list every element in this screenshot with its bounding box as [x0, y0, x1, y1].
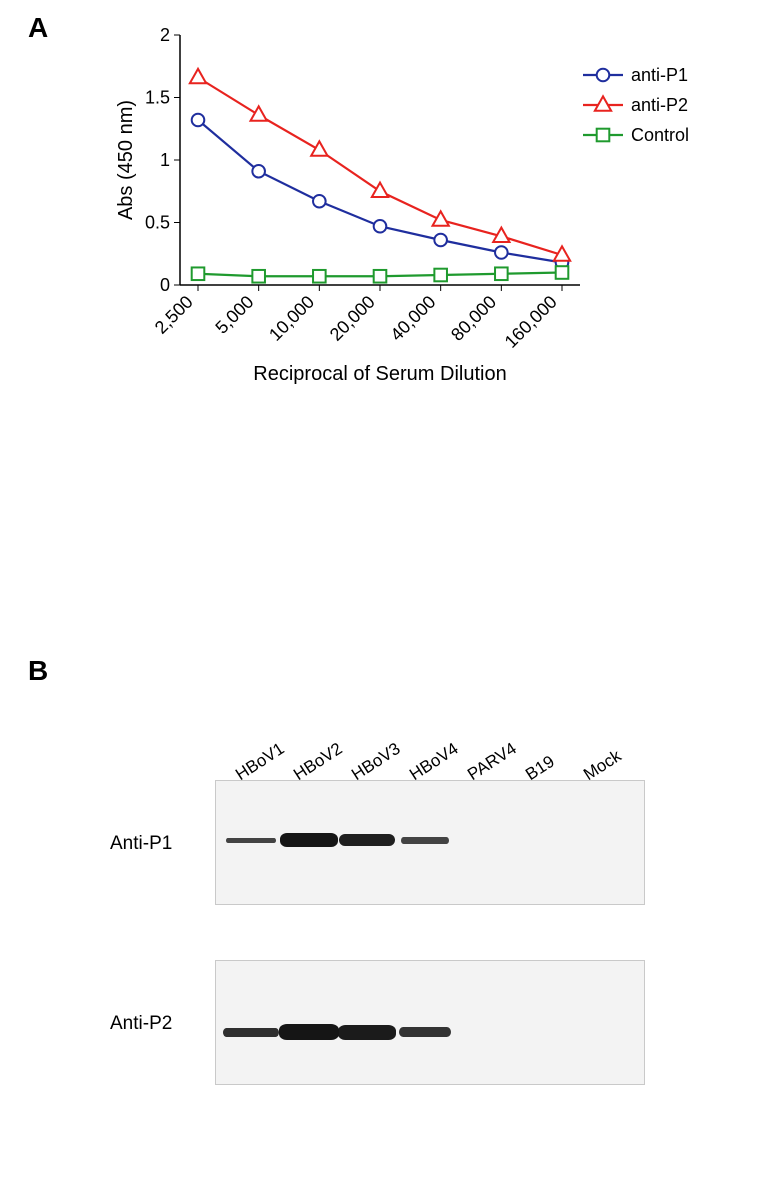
svg-text:160,000: 160,000 — [501, 292, 561, 352]
svg-text:anti-P2: anti-P2 — [631, 95, 688, 115]
blot-band — [339, 834, 395, 846]
panel-b-blot: HBoV1HBoV2HBoV3HBoV4PARV4B19MockAnti-P1A… — [115, 720, 675, 1160]
blot-band — [223, 1028, 279, 1037]
panel-a-label: A — [28, 12, 48, 44]
svg-text:80,000: 80,000 — [447, 292, 500, 345]
svg-text:0.5: 0.5 — [145, 213, 170, 233]
blot-band — [401, 837, 449, 844]
svg-text:10,000: 10,000 — [265, 292, 318, 345]
svg-text:2,500: 2,500 — [151, 292, 197, 338]
blot-membrane — [215, 960, 645, 1085]
lane-label: HBoV4 — [406, 739, 462, 785]
blot-band — [279, 1024, 339, 1040]
svg-text:Abs (450 nm): Abs (450 nm) — [115, 100, 137, 220]
svg-text:2: 2 — [160, 25, 170, 45]
blot-band — [399, 1027, 451, 1037]
chart-svg: 0 0.5 1 1.5 2 2,500 5,00010,00020,00040,00080,… — [110, 25, 730, 445]
lane-label: HBoV2 — [290, 739, 346, 785]
lane-label: HBoV1 — [232, 739, 288, 785]
antibody-label: Anti-P1 — [110, 833, 172, 855]
antibody-label: Anti-P2 — [110, 1013, 172, 1035]
panel-b-label: B — [28, 655, 48, 687]
panel-a-chart: 0 0.5 1 1.5 2 2,500 5,00010,00020,00040,00080,… — [110, 25, 630, 355]
lane-label: PARV4 — [464, 739, 520, 785]
svg-text:anti-P1: anti-P1 — [631, 65, 688, 85]
svg-text:40,000: 40,000 — [386, 292, 439, 345]
svg-text:5,000: 5,000 — [212, 292, 258, 338]
svg-text:1: 1 — [160, 150, 170, 170]
svg-text:1.5: 1.5 — [145, 88, 170, 108]
lane-label: HBoV3 — [348, 739, 404, 785]
svg-text:Control: Control — [631, 125, 689, 145]
blot-band — [226, 838, 276, 843]
svg-text:Reciprocal of Serum Dilution: Reciprocal of Serum Dilution — [253, 363, 506, 385]
blot-band — [338, 1025, 396, 1040]
svg-text:20,000: 20,000 — [326, 292, 379, 345]
svg-text:0: 0 — [160, 275, 170, 295]
blot-band — [280, 833, 338, 847]
